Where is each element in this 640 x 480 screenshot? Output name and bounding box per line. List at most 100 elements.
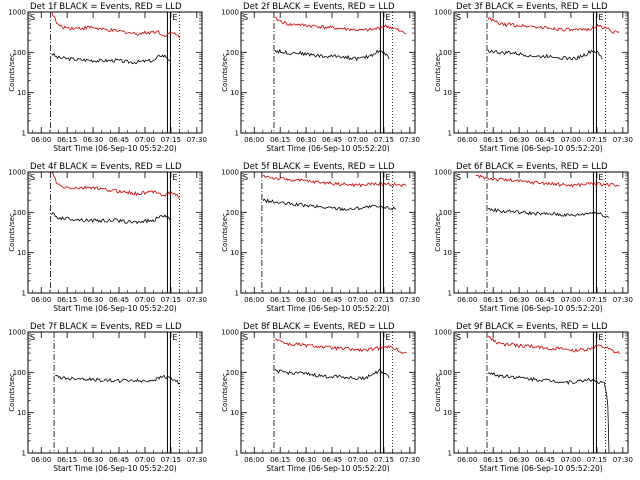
plot-frame xyxy=(453,171,629,294)
x-tick-label: 06:30 xyxy=(83,136,103,144)
plot-title: Det 9f BLACK = Events, RED = LLD xyxy=(456,322,608,332)
y-axis-label: Counts/sec xyxy=(221,213,229,252)
series-lld-line xyxy=(51,172,180,200)
y-tick-label: 100 xyxy=(13,209,26,217)
y-tick-label: 10 xyxy=(17,409,26,417)
x-tick-label: 07:30 xyxy=(400,136,420,144)
plot-title: Det 8f BLACK = Events, RED = LLD xyxy=(243,322,395,332)
plot-frame xyxy=(27,331,203,454)
segment-end-label: E xyxy=(172,333,177,342)
x-tick-label: 07:00 xyxy=(135,296,155,304)
series-lld-line xyxy=(51,11,180,39)
plot-frame xyxy=(240,11,416,134)
segment-end-label: E xyxy=(598,13,603,22)
segment-start-label: S xyxy=(456,333,461,342)
x-tick-label: 06:45 xyxy=(535,296,555,304)
x-tick-label: 06:30 xyxy=(83,456,103,464)
series-events-line xyxy=(274,368,390,381)
segment-end-label: E xyxy=(385,333,390,342)
series-events-line xyxy=(487,207,610,219)
x-tick-label: 06:45 xyxy=(322,456,342,464)
y-tick-label: 1000 xyxy=(8,329,26,337)
x-tick-label: 07:15 xyxy=(161,136,181,144)
y-tick-label: 100 xyxy=(226,49,239,57)
x-tick-label: 06:30 xyxy=(83,296,103,304)
x-tick-label: 06:15 xyxy=(57,136,77,144)
series-events-line xyxy=(487,49,603,61)
y-axis-label: Counts/sec xyxy=(434,373,442,412)
plot-frame xyxy=(27,171,203,294)
y-tick-label: 1 xyxy=(22,130,26,138)
x-tick-label: 07:00 xyxy=(561,456,581,464)
y-axis-label: Counts/sec xyxy=(8,373,16,412)
x-tick-label: 06:45 xyxy=(322,296,342,304)
series-events-line xyxy=(51,52,172,65)
plot-panel-6: Det 6f BLACK = Events, RED = LLD 1 10 100 10… xyxy=(434,162,633,313)
x-tick-label: 06:00 xyxy=(457,136,477,144)
segment-start-label: S xyxy=(30,173,35,182)
plot-panel-9: Det 9f BLACK = Events, RED = LLD 1 10 100 10… xyxy=(434,322,633,473)
segment-start-label: S xyxy=(456,173,461,182)
y-tick-label: 10 xyxy=(443,89,452,97)
series-lld-line xyxy=(274,338,407,355)
y-tick-label: 100 xyxy=(13,49,26,57)
y-tick-label: 100 xyxy=(439,209,452,217)
plot-title: Det 1f BLACK = Events, RED = LLD xyxy=(30,2,182,12)
x-axis-label: Start Time (06-Sep-10 05:52:20) xyxy=(53,464,177,473)
y-tick-label: 1000 xyxy=(8,169,26,177)
y-tick-label: 10 xyxy=(230,89,239,97)
series-lld-line xyxy=(487,16,620,34)
segment-start-label: S xyxy=(30,333,35,342)
x-tick-label: 06:45 xyxy=(109,296,129,304)
x-tick-label: 06:30 xyxy=(509,136,529,144)
x-tick-label: 07:30 xyxy=(187,136,207,144)
x-tick-label: 06:00 xyxy=(244,456,264,464)
x-tick-label: 06:15 xyxy=(483,136,503,144)
y-tick-label: 1000 xyxy=(434,169,452,177)
y-tick-label: 1 xyxy=(448,130,452,138)
plot-title: Det 5f BLACK = Events, RED = LLD xyxy=(243,162,395,172)
x-tick-label: 06:00 xyxy=(457,456,477,464)
segment-end-label: E xyxy=(172,13,177,22)
y-tick-label: 100 xyxy=(13,369,26,377)
series-lld-line xyxy=(487,335,620,355)
y-tick-label: 1 xyxy=(448,290,452,298)
x-tick-label: 07:00 xyxy=(561,296,581,304)
plot-panel-5: Det 5f BLACK = Events, RED = LLD 1 10 100 10… xyxy=(221,162,420,313)
series-events-line xyxy=(54,374,180,385)
plot-title: Det 7f BLACK = Events, RED = LLD xyxy=(30,322,182,332)
y-tick-label: 10 xyxy=(17,249,26,257)
y-tick-label: 10 xyxy=(443,249,452,257)
plot-title: Det 2f BLACK = Events, RED = LLD xyxy=(243,2,395,12)
series-events-line xyxy=(487,372,610,454)
x-tick-label: 06:00 xyxy=(31,296,51,304)
segment-start-label: S xyxy=(243,173,248,182)
x-tick-label: 07:00 xyxy=(348,136,368,144)
series-events-line xyxy=(51,211,172,225)
x-tick-label: 06:30 xyxy=(509,456,529,464)
x-tick-label: 06:45 xyxy=(109,136,129,144)
y-tick-label: 1 xyxy=(22,450,26,458)
segment-start-label: S xyxy=(30,13,35,22)
y-axis-label: Counts/sec xyxy=(8,53,16,92)
y-tick-label: 10 xyxy=(17,89,26,97)
y-axis-label: Counts/sec xyxy=(434,53,442,92)
segment-end-label: E xyxy=(385,173,390,182)
y-tick-label: 1 xyxy=(448,450,452,458)
x-tick-label: 06:45 xyxy=(109,456,129,464)
y-tick-label: 1000 xyxy=(221,9,239,17)
series-events-line xyxy=(262,198,397,212)
y-axis-label: Counts/sec xyxy=(221,53,229,92)
x-tick-label: 06:30 xyxy=(509,296,529,304)
x-tick-label: 07:15 xyxy=(374,456,394,464)
y-tick-label: 1 xyxy=(235,290,239,298)
x-tick-label: 06:15 xyxy=(483,296,503,304)
plot-frame xyxy=(27,11,203,134)
series-events-line xyxy=(274,48,390,62)
segment-start-label: S xyxy=(243,13,248,22)
plot-panel-8: Det 8f BLACK = Events, RED = LLD 1 10 100 10… xyxy=(221,322,420,473)
x-tick-label: 07:15 xyxy=(374,136,394,144)
x-tick-label: 07:30 xyxy=(613,296,633,304)
x-tick-label: 06:45 xyxy=(322,136,342,144)
